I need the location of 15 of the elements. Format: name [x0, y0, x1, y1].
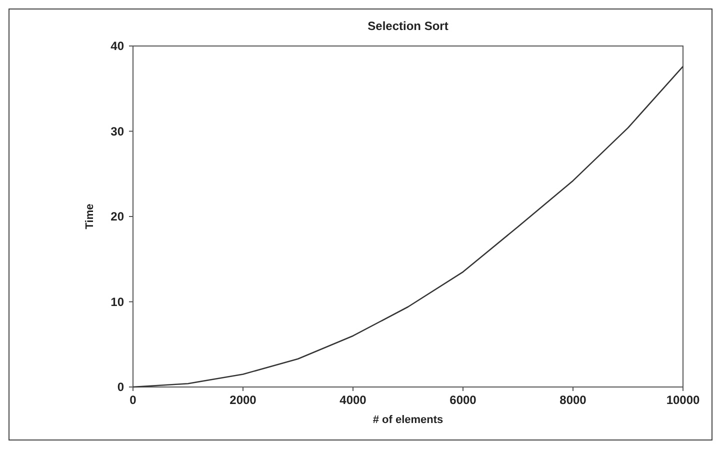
x-tick-label: 6000	[450, 393, 477, 407]
y-tick-label: 30	[110, 124, 124, 138]
line-series	[132, 66, 684, 388]
y-tick-label: 0	[117, 380, 124, 394]
y-tick-label: 10	[110, 294, 124, 309]
x-tick-label: 4000	[340, 393, 367, 407]
chart-title: Selection Sort	[368, 19, 448, 33]
x-tick-label: 10000	[666, 393, 700, 407]
y-tick-label: 40	[110, 39, 124, 53]
x-tick-label: 8000	[560, 393, 587, 407]
y-axis-title: Time	[84, 204, 96, 230]
y-tick-label: 20	[110, 210, 124, 224]
x-tick-label: 2000	[230, 393, 257, 407]
x-tick-label: 0	[130, 393, 137, 407]
x-axis-title: # of elements	[372, 414, 444, 426]
